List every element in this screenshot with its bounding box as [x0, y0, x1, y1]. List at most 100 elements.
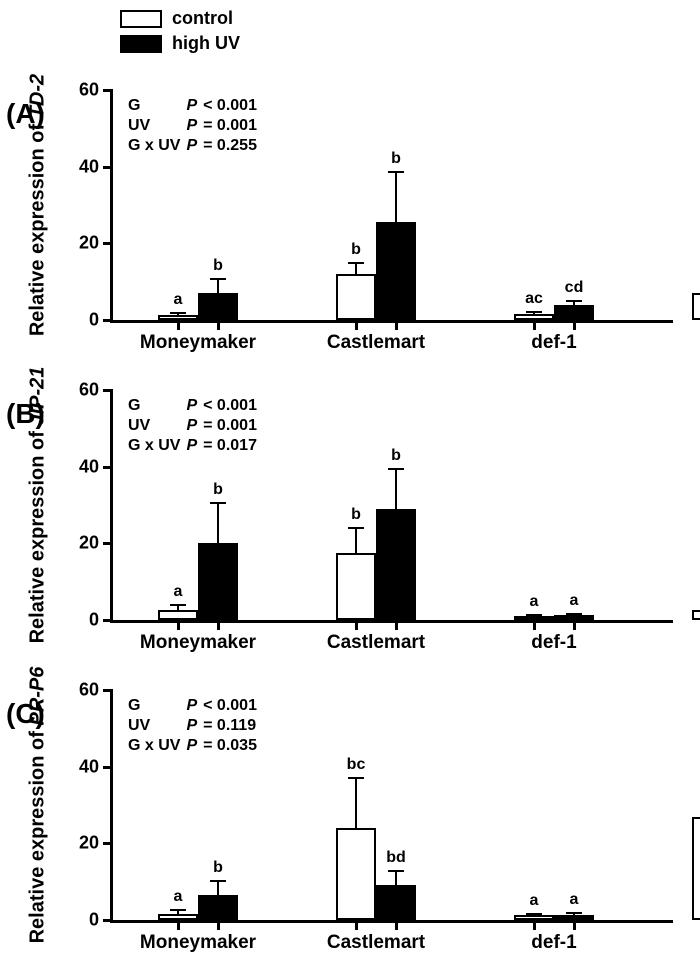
- y-tick: [103, 319, 113, 322]
- bar: [376, 222, 416, 320]
- x-tick: [533, 920, 536, 930]
- error-bar: [395, 871, 397, 884]
- y-tick: [103, 242, 113, 245]
- y-tick: [103, 389, 113, 392]
- bar: [158, 914, 198, 920]
- x-tick: [395, 920, 398, 930]
- y-tick: [103, 689, 113, 692]
- significance-letter: b: [213, 859, 223, 877]
- y-axis-label: Relative expression of PR-P6: [27, 667, 50, 944]
- significance-letter: b: [391, 447, 401, 465]
- y-tick: [103, 542, 113, 545]
- significance-letter: a: [570, 891, 579, 909]
- significance-letter: ac: [525, 290, 543, 308]
- panel-B: (B)0204060MoneymakerCastlemartdef-1od-2a…: [0, 360, 700, 660]
- x-tick: [177, 620, 180, 630]
- x-tick-label: def-1: [531, 332, 576, 354]
- y-tick-label: 40: [79, 456, 99, 477]
- error-cap: [210, 278, 226, 280]
- bar: [198, 543, 238, 620]
- significance-letter: b: [391, 150, 401, 168]
- legend-item: control: [120, 8, 240, 29]
- stats-box: GP< 0.001UVP= 0.001G x UVP= 0.255: [128, 96, 263, 156]
- x-tick-label: def-1: [531, 932, 576, 954]
- error-cap: [566, 300, 582, 302]
- stats-box: GP< 0.001UVP= 0.001G x UVP= 0.017: [128, 396, 263, 456]
- x-tick: [573, 620, 576, 630]
- error-bar: [355, 263, 357, 274]
- stats-box: GP< 0.001UVP= 0.119G x UVP= 0.035: [128, 696, 263, 756]
- y-tick-label: 20: [79, 233, 99, 254]
- error-bar: [395, 469, 397, 509]
- significance-letter: cd: [565, 279, 584, 297]
- bar: [554, 615, 594, 620]
- y-tick: [103, 766, 113, 769]
- bar: [336, 274, 376, 320]
- error-cap: [170, 909, 186, 911]
- error-cap: [170, 312, 186, 314]
- x-tick: [395, 320, 398, 330]
- significance-letter: b: [213, 257, 223, 275]
- x-tick: [355, 620, 358, 630]
- x-tick-label: Moneymaker: [140, 332, 256, 354]
- error-bar: [395, 172, 397, 222]
- x-tick-label: Castlemart: [327, 332, 425, 354]
- error-cap: [348, 527, 364, 529]
- significance-letter: b: [351, 241, 361, 259]
- bar: [376, 509, 416, 620]
- error-bar: [217, 279, 219, 294]
- significance-letter: a: [530, 593, 539, 611]
- y-tick-label: 60: [79, 380, 99, 401]
- error-cap: [388, 171, 404, 173]
- significance-letter: a: [174, 583, 183, 601]
- error-bar: [217, 881, 219, 896]
- error-cap: [526, 311, 542, 313]
- x-tick: [217, 620, 220, 630]
- significance-letter: b: [213, 481, 223, 499]
- y-tick-label: 60: [79, 680, 99, 701]
- bar: [198, 293, 238, 320]
- bar: [692, 293, 700, 320]
- error-bar: [355, 528, 357, 553]
- y-tick-label: 20: [79, 533, 99, 554]
- x-tick-label: Moneymaker: [140, 932, 256, 954]
- y-tick: [103, 166, 113, 169]
- bar: [514, 616, 554, 620]
- significance-letter: bd: [386, 849, 406, 867]
- bar: [692, 817, 700, 921]
- bar: [514, 314, 554, 320]
- error-cap: [526, 913, 542, 915]
- bar: [336, 828, 376, 920]
- significance-letter: b: [351, 506, 361, 524]
- y-axis-label: Relative expression of JIP-21: [27, 367, 50, 644]
- legend-label: control: [172, 8, 233, 29]
- legend-label: high UV: [172, 33, 240, 54]
- significance-letter: a: [174, 291, 183, 309]
- legend-swatch-highuv: [120, 35, 162, 53]
- x-tick: [533, 320, 536, 330]
- error-bar: [217, 503, 219, 543]
- y-tick-label: 40: [79, 756, 99, 777]
- x-tick: [177, 320, 180, 330]
- panel-A: (A)0204060MoneymakerCastlemartdef-1od-2a…: [0, 60, 700, 360]
- y-tick: [103, 619, 113, 622]
- y-tick-label: 0: [89, 310, 99, 331]
- error-cap: [348, 777, 364, 779]
- bar: [692, 610, 700, 620]
- bar: [198, 895, 238, 920]
- error-cap: [566, 912, 582, 914]
- bar: [376, 885, 416, 920]
- bar: [158, 610, 198, 620]
- error-cap: [566, 613, 582, 615]
- error-cap: [170, 604, 186, 606]
- y-tick-label: 60: [79, 80, 99, 101]
- error-cap: [210, 502, 226, 504]
- significance-letter: a: [174, 888, 183, 906]
- y-tick-label: 40: [79, 156, 99, 177]
- legend-swatch-control: [120, 10, 162, 28]
- y-axis-label: Relative expression of TD-2: [27, 74, 50, 336]
- x-tick: [217, 320, 220, 330]
- bar: [158, 315, 198, 320]
- y-tick-label: 0: [89, 910, 99, 931]
- y-tick: [103, 842, 113, 845]
